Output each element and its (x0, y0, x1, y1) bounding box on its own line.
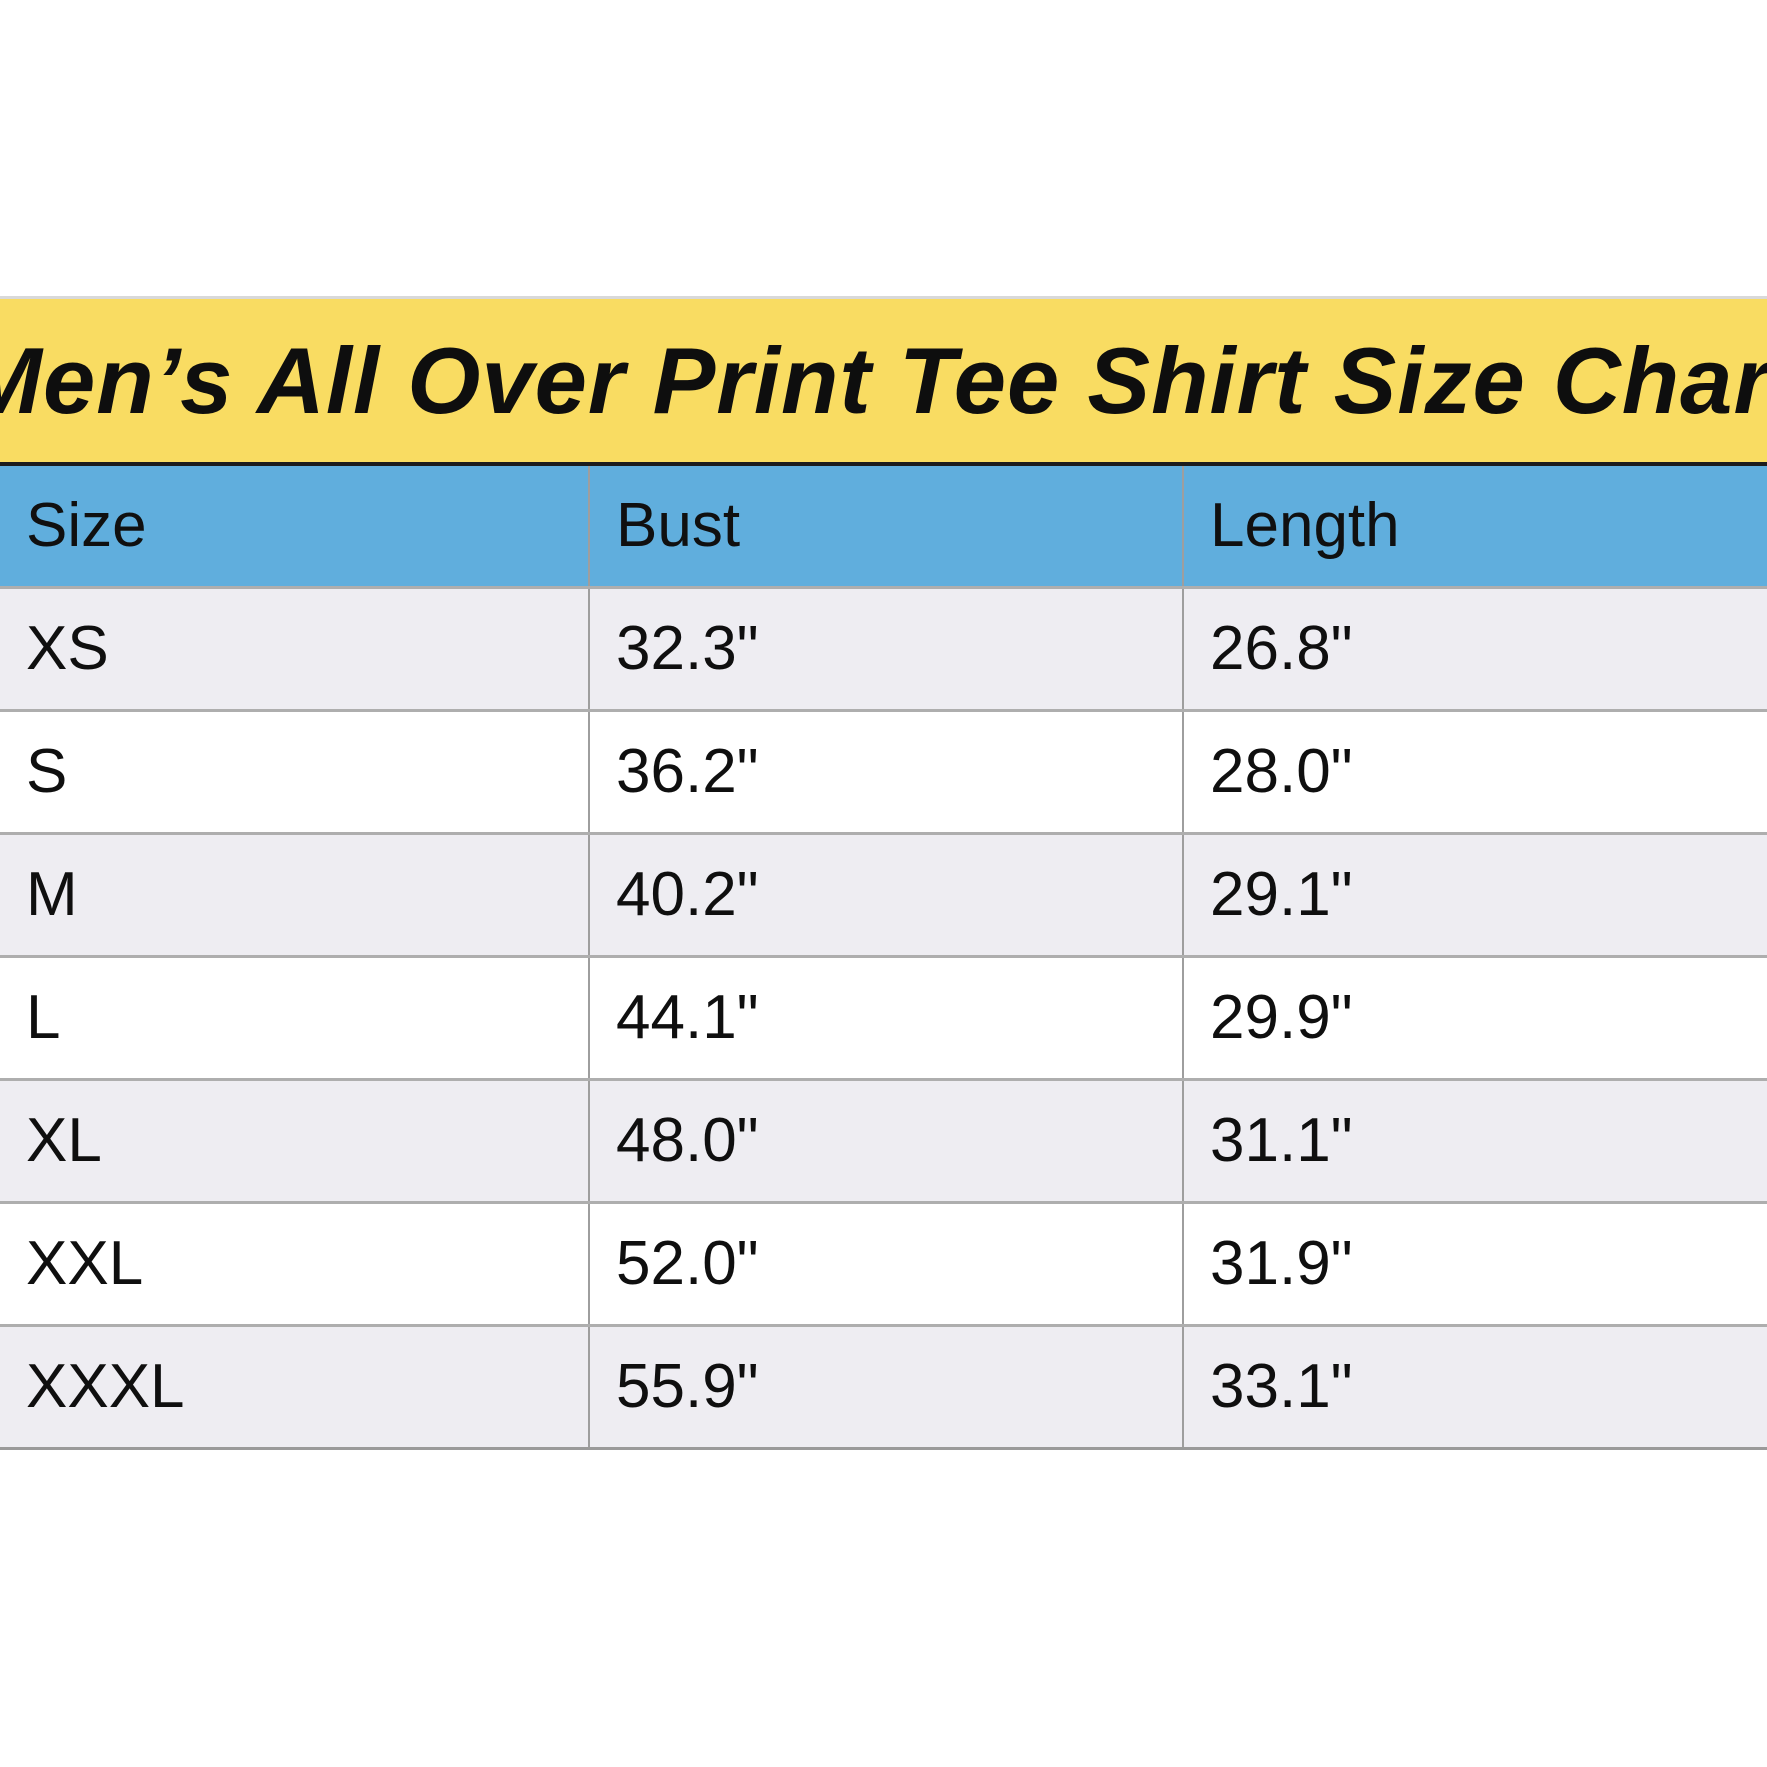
cell-size: L (26, 983, 61, 1052)
cell-size: M (26, 860, 78, 929)
table-row-xs: XS 32.3" 26.8" (0, 586, 1767, 709)
table-row-l: L 44.1" 29.9" (0, 955, 1767, 1078)
table-row-xxxl: XXXL 55.9" 33.1" (0, 1324, 1767, 1447)
title-banner: Men’s All Over Print Tee Shirt Size Char… (0, 296, 1767, 466)
column-header-length: Length (1182, 466, 1767, 586)
cell-length: 29.1" (1182, 835, 1767, 955)
cell-length: 28.0" (1182, 712, 1767, 832)
cell-size: S (26, 737, 68, 806)
cell-length: 26.8" (1182, 589, 1767, 709)
cell-length: 29.9" (1182, 958, 1767, 1078)
cell-length: 31.9" (1182, 1204, 1767, 1324)
cell-size: XXXL (26, 1352, 185, 1421)
table-header-row: Size Bust Length (0, 466, 1767, 586)
cell-bust: 40.2" (588, 835, 1182, 955)
table-row-m: M 40.2" 29.1" (0, 832, 1767, 955)
cell-length: 33.1" (1182, 1327, 1767, 1447)
cell-size: XS (26, 614, 109, 683)
size-chart-table: Size Bust Length XS 32.3" 26.8" S 36.2" … (0, 466, 1767, 1450)
cell-bust: 52.0" (588, 1204, 1182, 1324)
table-row-s: S 36.2" 28.0" (0, 709, 1767, 832)
table-row-xl: XL 48.0" 31.1" (0, 1078, 1767, 1201)
cell-size: XL (26, 1106, 102, 1175)
cell-bust: 32.3" (588, 589, 1182, 709)
table-row-xxl: XXL 52.0" 31.9" (0, 1201, 1767, 1324)
cell-bust: 36.2" (588, 712, 1182, 832)
cell-bust: 44.1" (588, 958, 1182, 1078)
cell-length: 31.1" (1182, 1081, 1767, 1201)
column-header-bust: Bust (588, 466, 1182, 586)
cell-bust: 55.9" (588, 1327, 1182, 1447)
cell-bust: 48.0" (588, 1081, 1182, 1201)
page-title: Men’s All Over Print Tee Shirt Size Char… (0, 327, 1767, 433)
cell-size: XXL (26, 1229, 144, 1298)
column-header-size: Size (26, 491, 147, 560)
